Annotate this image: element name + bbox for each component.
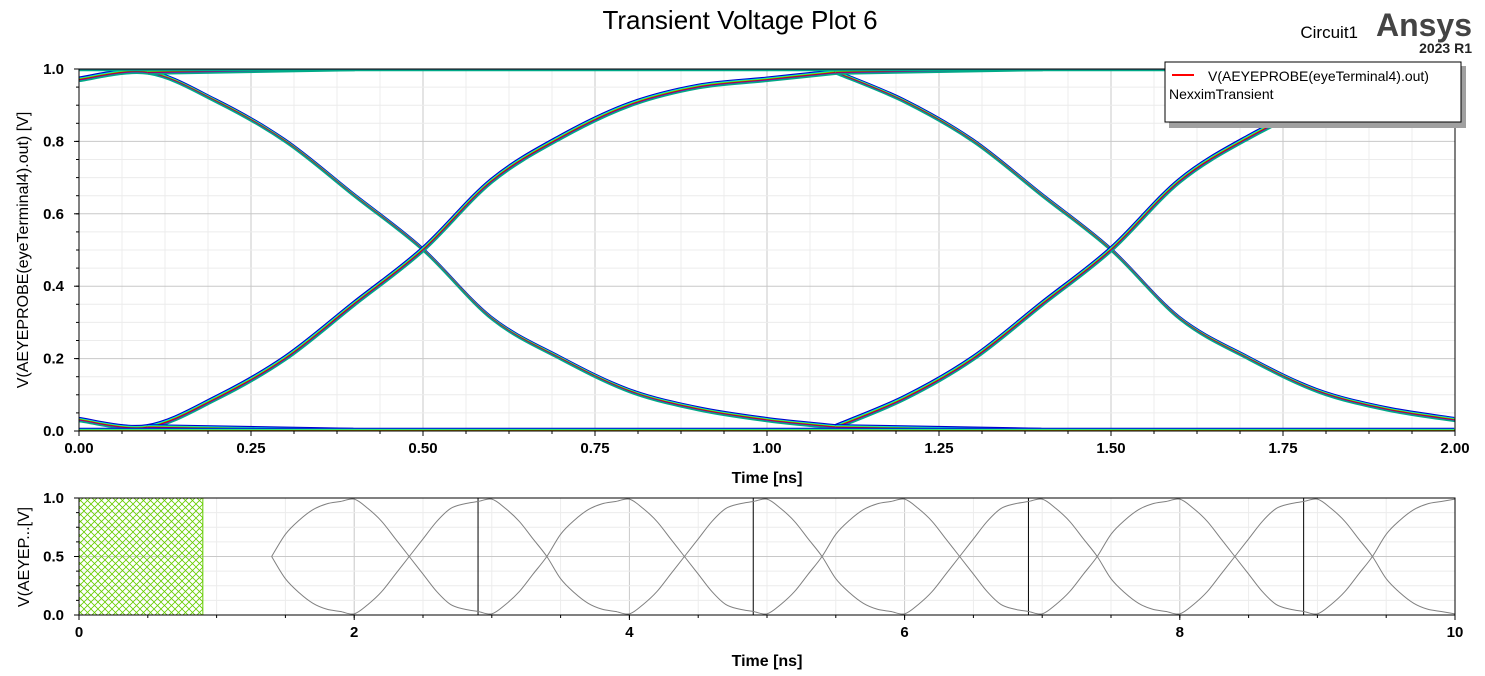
y-tick-label: 0.5 [43,549,64,566]
y-tick-label: 0.0 [43,423,64,440]
overview-plot-traces [79,498,1455,615]
eye-trace-1-4 [79,72,837,430]
main-plot-ticks: 0.00 0.25 0.50 0.75 1.00 1.25 1.50 1.75 2.00 0.0 0… [43,61,1469,457]
eye-trace-1-0 [79,69,836,428]
legend-solution-name: NexximTransient [1169,86,1274,102]
main-plot-grid [78,68,1456,432]
waveform-trace-1 [271,498,1455,615]
overview-plot-ticks: 0 2 4 6 8 10 0.0 0.5 1.0 [43,490,1463,641]
x-tick-label: 1.25 [924,440,953,457]
x-tick-label: 0.00 [64,440,93,457]
brand-version: 2023 R1 [1419,40,1472,56]
legend-series-name: V(AEYEPROBE(eyeTerminal4).out) [1208,68,1429,84]
main-x-axis-label: Time [ns] [732,470,803,487]
legend-box [1164,61,1462,123]
circuit-name: Circuit1 [1300,23,1358,42]
x-tick-label: 0.25 [236,440,265,457]
x-tick-label: 10 [1447,624,1464,641]
waveform-trace-0 [271,498,1455,615]
x-tick-label: 0.75 [580,440,609,457]
x-tick-label: 0 [75,624,83,641]
overview-plot-grid [78,497,1456,616]
y-tick-label: 0.4 [43,278,65,295]
x-tick-label: 2 [350,624,358,641]
eye-trace-0-2 [79,70,836,428]
x-tick-label: 2.00 [1440,440,1469,457]
brand-logo: Ansys [1376,7,1472,43]
ignored-region-hatch [79,498,204,615]
x-tick-label: 0.50 [408,440,437,457]
y-tick-label: 0.8 [43,133,64,150]
x-tick-label: 1.50 [1096,440,1125,457]
eye-trace-3-1 [834,77,1455,427]
legend[interactable]: V(AEYEPROBE(eyeTerminal4).out) NexximTra… [1164,61,1466,128]
y-tick-label: 1.0 [43,61,64,78]
eye-trace-3-0 [834,76,1455,427]
main-y-axis-label: V(AEYEPROBE(eyeTerminal4).out) [V] [15,112,32,389]
x-tick-label: 4 [625,624,634,641]
x-tick-label: 1.75 [1268,440,1297,457]
eye-trace-1-1 [79,70,836,428]
eye-trace-3-2 [835,78,1455,428]
x-tick-label: 8 [1176,624,1184,641]
x-tick-label: 1.00 [752,440,781,457]
y-tick-label: 0.2 [43,351,64,368]
overview-y-axis-label: V(AEYEP...[V] [16,507,33,607]
eye-trace-1-5 [79,73,837,431]
y-tick-label: 0.0 [43,607,64,624]
eye-trace-2-5 [836,73,1455,423]
y-tick-label: 0.6 [43,206,64,223]
y-tick-label: 1.0 [43,490,64,507]
eye-trace-0-5 [79,72,837,430]
eye-trace-3-4 [835,79,1455,429]
x-tick-label: 6 [900,624,908,641]
overview-x-axis-label: Time [ns] [732,653,803,670]
eye-trace-3-3 [835,79,1455,429]
chart-title: Transient Voltage Plot 6 [602,5,877,35]
